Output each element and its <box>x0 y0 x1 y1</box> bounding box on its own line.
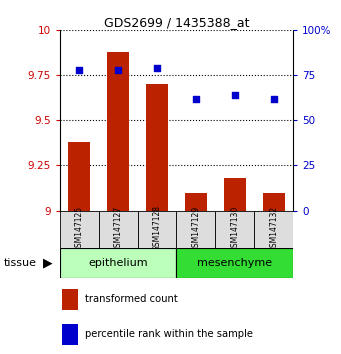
Point <box>193 96 199 102</box>
Bar <box>177 211 216 248</box>
Text: epithelium: epithelium <box>88 258 148 268</box>
Bar <box>99 211 137 248</box>
Bar <box>224 178 246 211</box>
Point <box>154 65 160 71</box>
Point <box>232 92 238 98</box>
Text: percentile rank within the sample: percentile rank within the sample <box>85 329 253 339</box>
Text: GSM147129: GSM147129 <box>191 205 201 252</box>
Text: GSM147125: GSM147125 <box>75 205 84 252</box>
Text: mesenchyme: mesenchyme <box>197 258 272 268</box>
Bar <box>185 193 207 211</box>
Point <box>115 67 121 73</box>
Bar <box>62 324 78 345</box>
Bar <box>60 211 99 248</box>
Point <box>76 67 82 73</box>
Text: tissue: tissue <box>3 258 36 268</box>
Bar <box>62 289 78 310</box>
Text: GSM147127: GSM147127 <box>114 205 122 252</box>
Bar <box>60 248 177 278</box>
Point <box>271 96 277 102</box>
Bar <box>107 52 129 211</box>
Bar <box>216 211 254 248</box>
Bar <box>69 142 90 211</box>
Text: GSM147128: GSM147128 <box>152 205 162 251</box>
Text: GSM147132: GSM147132 <box>269 205 278 252</box>
Bar <box>177 248 293 278</box>
Title: GDS2699 / 1435388_at: GDS2699 / 1435388_at <box>104 16 249 29</box>
Text: ▶: ▶ <box>43 256 53 269</box>
Text: GSM147130: GSM147130 <box>231 205 239 252</box>
Bar <box>146 84 168 211</box>
Text: transformed count: transformed count <box>85 294 178 304</box>
Bar <box>254 211 293 248</box>
Bar <box>263 193 284 211</box>
Bar <box>137 211 177 248</box>
